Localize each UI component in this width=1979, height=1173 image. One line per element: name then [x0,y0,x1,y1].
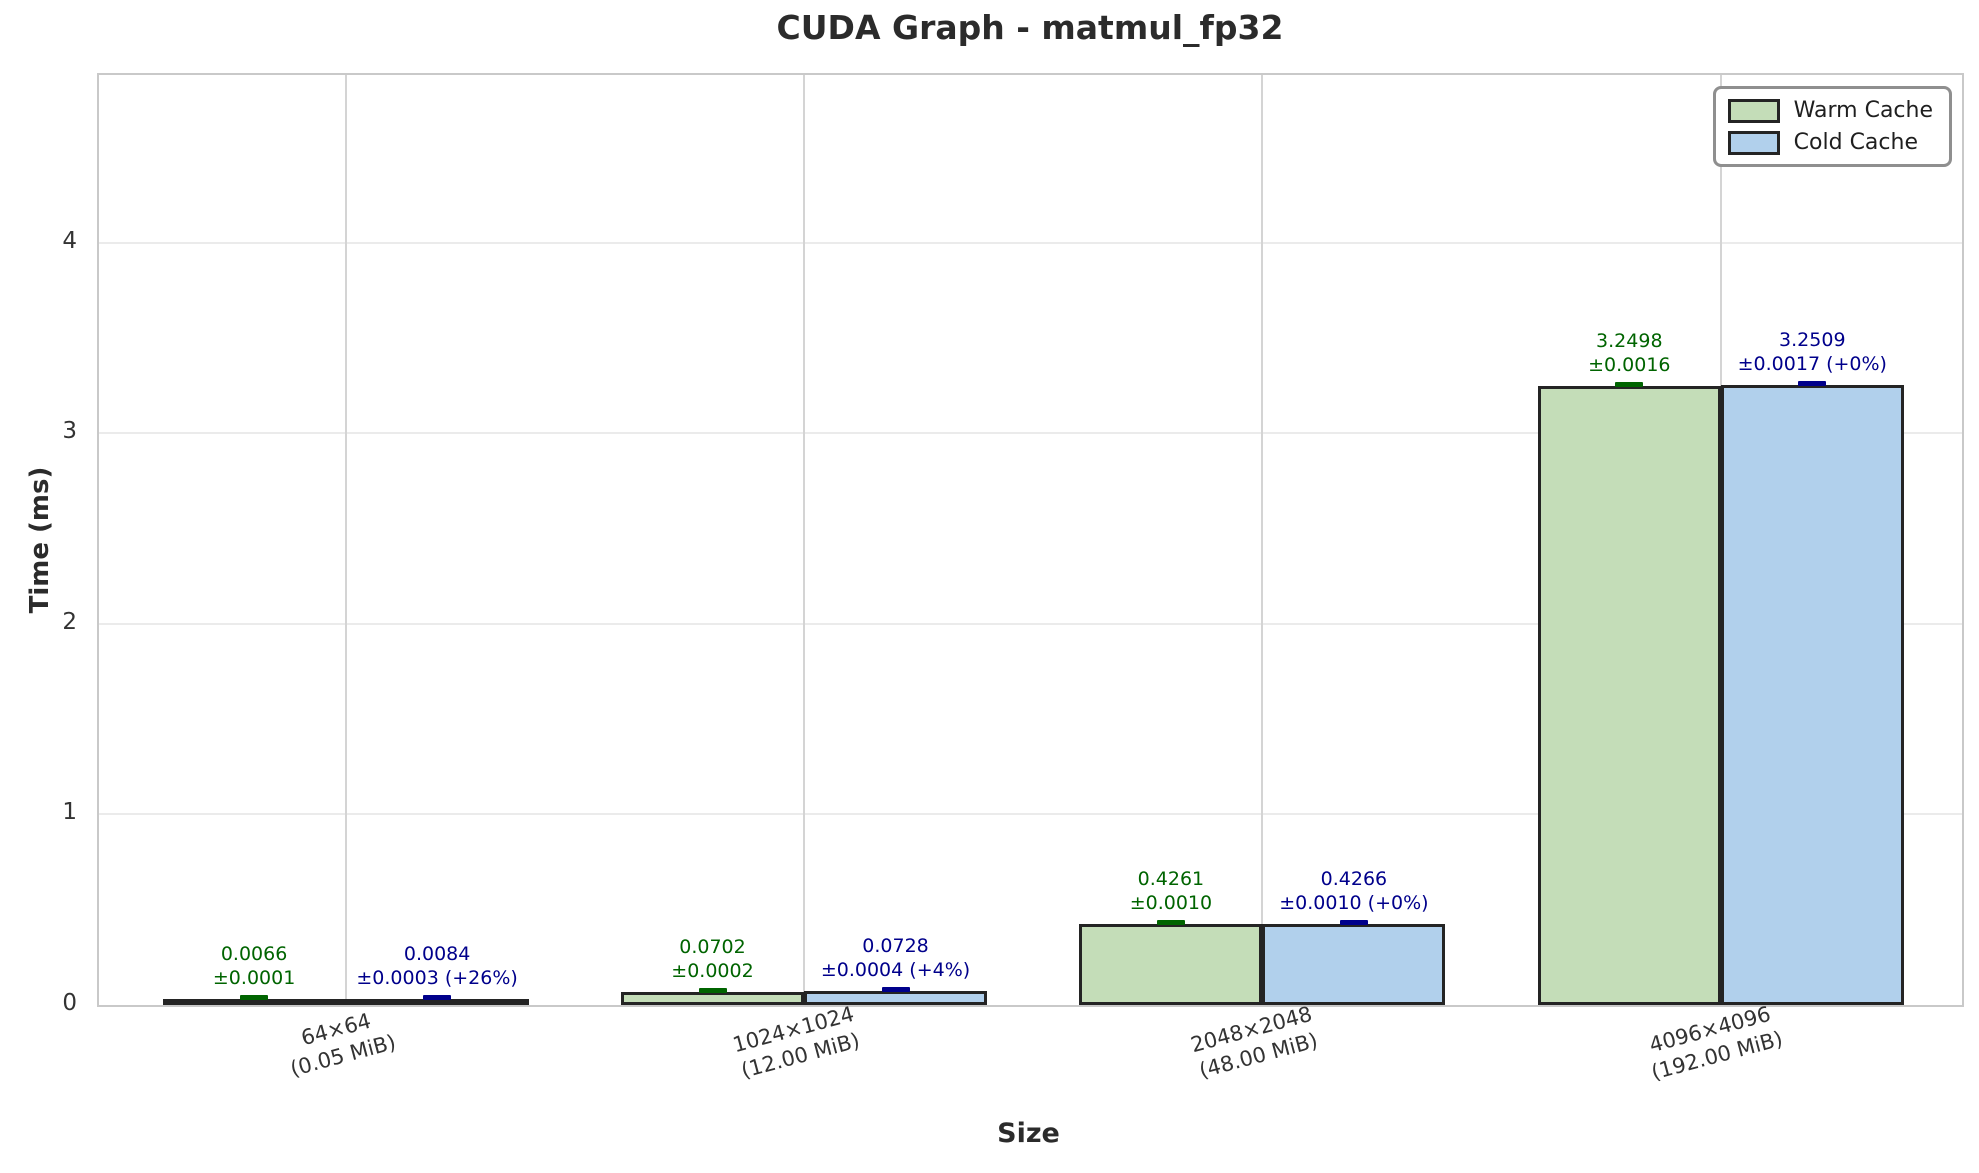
bar-value-mean: 0.0702 [679,935,746,958]
error-bar-cap [881,987,910,993]
error-bar-cap [1615,381,1644,387]
bar-value-label: 0.4266 ±0.0010 (+0%) [1279,867,1428,915]
bar-value-label: 3.2498 ±0.0016 [1588,329,1670,377]
bar-value-stddev: ±0.0004 (+4%) [820,959,971,982]
warm-cache-swatch [1727,98,1780,123]
bar-value-label: 0.0702 ±0.0002 [671,935,753,983]
bar-value-mean: 3.2498 [1596,329,1663,352]
bar-value-label: 0.0728 ±0.0004 (+4%) [821,934,970,982]
bar-value-label: 0.0066 ±0.0001 [213,942,295,990]
gridline-horizontal [99,622,1962,625]
y-tick-label: 1 [62,799,77,826]
legend: Warm Cache Cold Cache [1712,86,1952,167]
gridline-vertical [803,75,805,1005]
error-bar-cap [423,995,452,1000]
cold-cache-swatch [1727,130,1780,155]
bar-cold-cache-0 [345,999,529,1005]
error-bar-cap [1339,919,1368,925]
bar-value-label: 3.2509 ±0.0017 (+0%) [1738,328,1887,376]
y-tick-label: 2 [62,608,77,635]
legend-label-cold-cache: Cold Cache [1793,130,1918,155]
bar-warm-cache-3 [1537,385,1721,1005]
bar-cold-cache-2 [1262,923,1446,1005]
bar-value-mean: 0.4266 [1320,867,1388,890]
bar-value-mean: 0.0066 [220,943,288,965]
bar-value-stddev: ±0.0016 [1588,353,1671,376]
gridline-horizontal [99,241,1962,244]
gridline-horizontal [99,813,1962,816]
bar-value-mean: 0.0084 [403,943,471,965]
gridline-horizontal [99,432,1962,435]
bar-value-label: 0.0084 ±0.0003 (+26%) [356,942,517,990]
bar-value-mean: 3.2509 [1779,329,1846,352]
bar-cold-cache-3 [1720,385,1904,1005]
x-tick-label: 64×64 (0.05 MiB) [280,1003,398,1083]
y-tick-label: 4 [62,227,77,254]
bar-value-label: 0.4261 ±0.0010 [1130,867,1212,915]
legend-item-cold-cache: Cold Cache [1727,130,1933,155]
plot-area: Warm Cache Cold Cache 0.0066 ±0.0001 0.070… [97,73,1964,1007]
bar-warm-cache-0 [162,999,346,1005]
legend-label-warm-cache: Warm Cache [1793,98,1933,123]
bar-value-stddev: ±0.0017 (+0%) [1737,353,1887,376]
bar-value-mean: 0.4261 [1137,867,1205,890]
bar-warm-cache-1 [621,991,804,1005]
gridline-vertical [344,75,347,1005]
error-bar-cap [698,987,727,993]
bar-value-stddev: ±0.0010 (+0%) [1279,891,1429,914]
bar-value-stddev: ±0.0003 (+26%) [356,967,518,989]
x-tick-label: 2048×2048 (48.00 MiB) [1188,1001,1322,1085]
error-bar-cap [1798,381,1827,387]
bar-warm-cache-2 [1079,923,1263,1005]
y-tick-label: 0 [62,990,77,1016]
x-tick-label: 1024×1024 (12.00 MiB) [730,1001,864,1085]
x-axis-label: Size [997,1118,1060,1149]
y-tick-label: 3 [62,418,77,445]
bar-value-stddev: ±0.0001 [212,967,296,989]
bar-value-stddev: ±0.0002 [671,959,754,982]
error-bar-cap [240,995,269,1000]
bar-value-stddev: ±0.0010 [1129,891,1213,914]
gridline-vertical [1261,75,1264,1005]
bar-value-mean: 0.0728 [862,935,929,958]
x-tick-label: 4096×4096 (192.00 MiB) [1641,999,1785,1086]
chart-title: CUDA Graph - matmul_fp32 [776,8,1284,47]
legend-item-warm-cache: Warm Cache [1727,98,1933,123]
error-bar-cap [1156,919,1185,925]
bar-cold-cache-1 [804,991,987,1005]
